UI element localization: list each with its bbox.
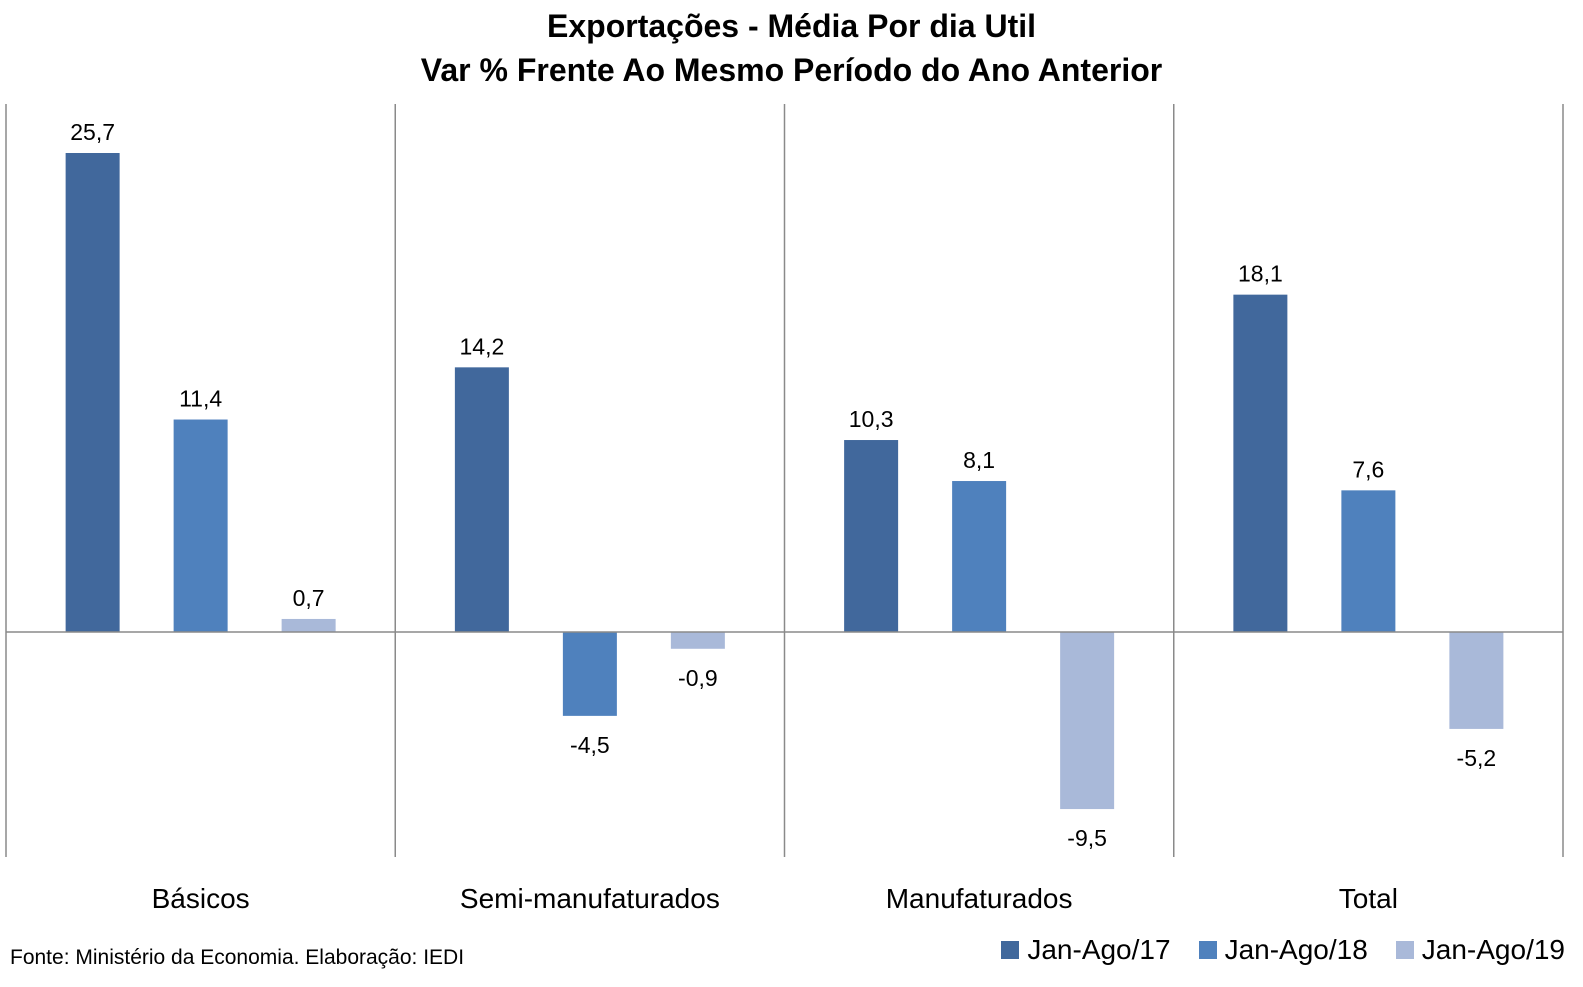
data-label-s2-2: 8,1 (963, 447, 995, 473)
category-label-1: Semi-manufaturados (460, 883, 720, 914)
legend-item-2: Jan-Ago/18 (1198, 934, 1368, 966)
legend-item-1: Jan-Ago/17 (1001, 934, 1171, 966)
category-label-3: Total (1339, 883, 1398, 914)
legend-label-1: Jan-Ago/17 (1027, 934, 1171, 965)
legend-item-3: Jan-Ago/19 (1395, 934, 1565, 966)
bar-s2-0 (173, 419, 228, 632)
bar-s2-2 (952, 481, 1007, 632)
data-label-s3-1: -0,9 (678, 665, 718, 691)
bar-s1-2 (844, 440, 899, 632)
data-label-s3-3: -5,2 (1457, 745, 1497, 771)
data-label-s2-0: 11,4 (179, 386, 222, 412)
legend-swatch-3 (1395, 941, 1414, 959)
bar-s1-0 (65, 153, 120, 632)
source-note: Fonte: Ministério da Economia. Elaboraçã… (10, 946, 465, 969)
legend-swatch-2 (1198, 941, 1217, 959)
category-label-0: Básicos (152, 883, 250, 914)
data-label-s2-1: -4,5 (570, 732, 610, 758)
category-label-2: Manufaturados (886, 883, 1073, 914)
legend: Jan-Ago/17 Jan-Ago/18 Jan-Ago/19 (973, 934, 1565, 966)
data-label-s3-2: -9,5 (1067, 825, 1107, 851)
bar-s2-3 (1341, 490, 1396, 632)
legend-swatch-1 (1001, 941, 1020, 959)
chart-title-line2: Var % Frente Ao Mesmo Período do Ano Ant… (420, 52, 1163, 88)
data-label-s1-0: 25,7 (70, 119, 115, 145)
bar-s3-3 (1449, 632, 1504, 729)
data-label-s1-3: 18,1 (1238, 261, 1283, 287)
bar-s3-2 (1060, 632, 1115, 810)
data-label-s1-2: 10,3 (849, 406, 894, 432)
bar-s3-1 (670, 632, 725, 649)
data-label-s3-0: 0,7 (293, 585, 325, 611)
bar-s3-0 (281, 618, 336, 632)
legend-label-2: Jan-Ago/18 (1224, 934, 1368, 965)
bar-s2-1 (562, 632, 617, 716)
data-label-s2-3: 7,6 (1352, 456, 1384, 482)
chart-title-line1: Exportações - Média Por dia Util (547, 8, 1036, 44)
legend-label-3: Jan-Ago/19 (1421, 934, 1565, 965)
data-label-s1-1: 14,2 (459, 333, 504, 359)
bar-s1-3 (1233, 294, 1288, 632)
bar-s1-1 (454, 367, 509, 632)
chart-title: Exportações - Média Por dia Util Var % F… (0, 4, 1583, 92)
